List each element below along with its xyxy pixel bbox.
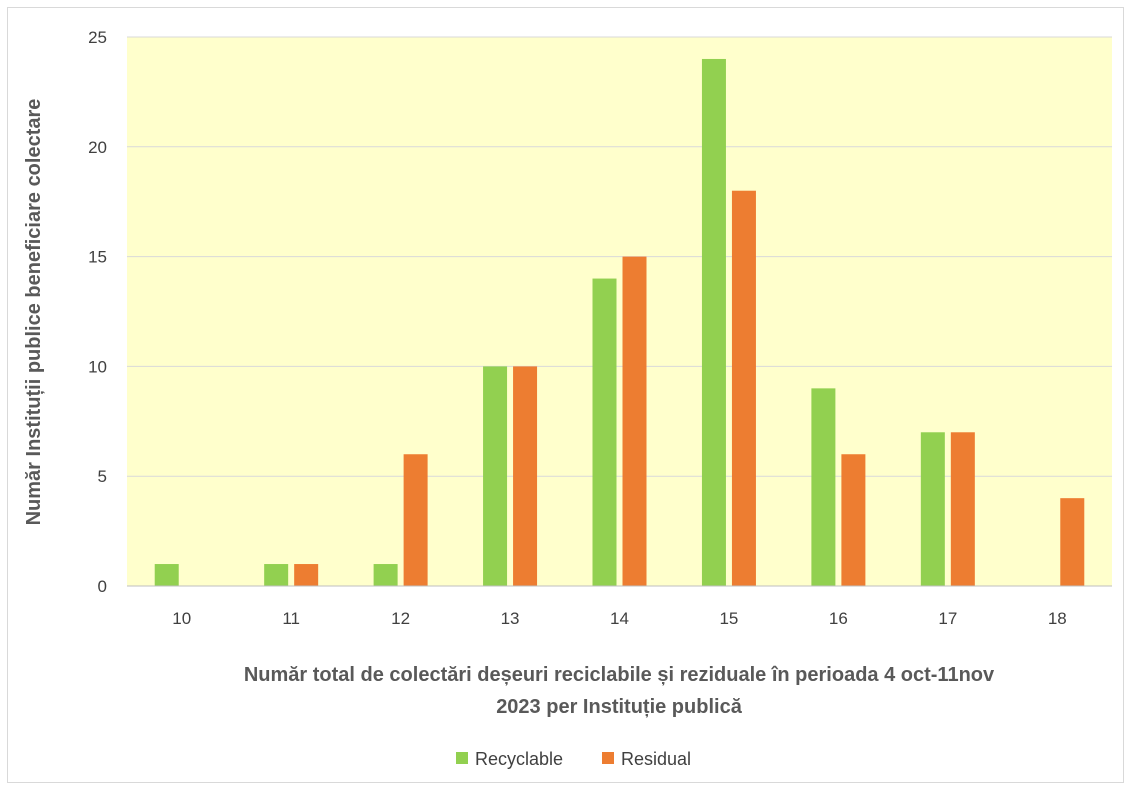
legend-label-residual: Residual [621, 749, 691, 769]
y-tick-label: 10 [88, 357, 107, 376]
x-tick-label: 17 [938, 609, 957, 628]
y-tick-label: 0 [98, 577, 107, 596]
y-tick-label: 5 [98, 467, 107, 486]
x-tick-label: 14 [610, 609, 629, 628]
bar-recyclable-15 [701, 58, 726, 586]
y-tick-label: 20 [88, 138, 107, 157]
x-tick-label: 15 [719, 609, 738, 628]
bar-recyclable-12 [373, 564, 398, 586]
legend-label-recyclable: Recyclable [475, 749, 563, 769]
bar-recyclable-14 [592, 278, 617, 586]
bar-residual-13 [513, 366, 538, 586]
x-axis-ticks: 10 11 12 13 14 15 16 17 18 [172, 609, 1066, 628]
x-axis-title-line-2: 2023 per Instituție publică [496, 696, 743, 718]
x-tick-label: 18 [1048, 609, 1067, 628]
bar-residual-16 [841, 454, 866, 586]
bar-residual-15 [731, 190, 756, 586]
y-axis-title: Număr Instituții publice beneficiare col… [23, 99, 45, 526]
x-tick-label: 12 [391, 609, 410, 628]
bars [154, 58, 1085, 586]
bar-residual-18 [1060, 498, 1085, 586]
bar-residual-12 [403, 454, 428, 586]
bar-recyclable-11 [264, 564, 289, 586]
x-tick-label: 16 [829, 609, 848, 628]
legend-swatch-recyclable [456, 752, 468, 764]
y-axis-ticks: 0 5 10 15 20 25 [88, 28, 107, 596]
y-tick-label: 25 [88, 28, 107, 47]
bar-recyclable-10 [154, 564, 179, 586]
y-tick-label: 15 [88, 248, 107, 267]
gridlines [127, 36, 1112, 477]
bar-recyclable-17 [920, 432, 945, 586]
bar-residual-17 [950, 432, 975, 586]
x-tick-label: 11 [282, 609, 300, 628]
bar-recyclable-13 [483, 366, 508, 586]
legend-swatch-residual [602, 752, 614, 764]
bar-recyclable-16 [811, 388, 836, 586]
bar-residual-11 [294, 564, 319, 586]
x-tick-label: 13 [501, 609, 520, 628]
x-axis-title-line-1: Număr total de colectări deșeuri recicla… [244, 664, 995, 686]
plot-area [127, 37, 1112, 586]
bar-residual-14 [622, 256, 647, 586]
x-tick-label: 10 [172, 609, 191, 628]
legend: Recyclable Residual [456, 749, 691, 769]
